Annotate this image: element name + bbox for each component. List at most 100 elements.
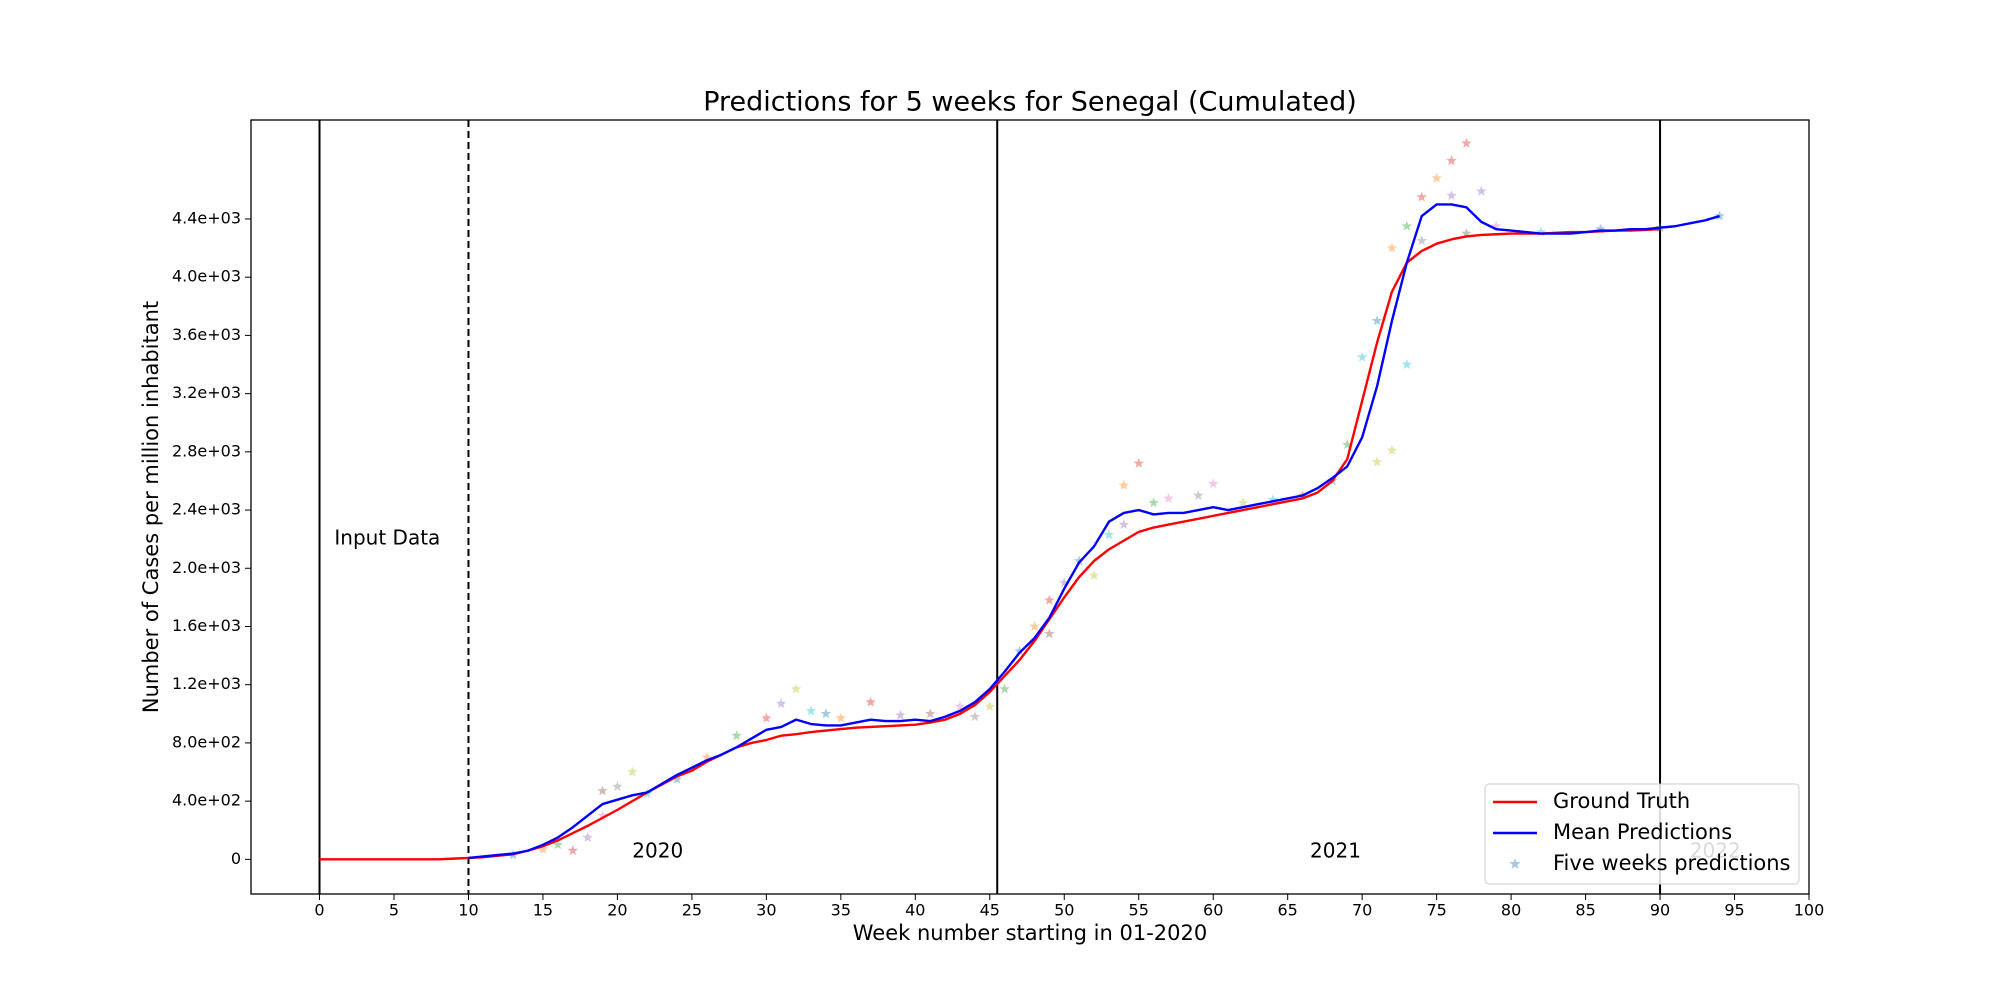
y-tick-label: 4.0e+02 xyxy=(172,791,241,810)
star-marker xyxy=(1148,497,1159,508)
x-tick-label: 25 xyxy=(682,901,702,920)
star-marker xyxy=(1461,228,1472,238)
plot-frame xyxy=(250,119,1810,895)
x-tick-label: 90 xyxy=(1650,901,1670,920)
legend-label: Mean Predictions xyxy=(1553,820,1732,844)
y-tick-label: 3.2e+03 xyxy=(172,383,241,402)
legend-label: Ground Truth xyxy=(1553,789,1690,813)
x-tick-label: 100 xyxy=(1794,901,1825,920)
legend-label: Five weeks predictions xyxy=(1553,851,1791,875)
series-line xyxy=(319,227,1661,861)
star-marker xyxy=(835,712,847,723)
star-marker xyxy=(1595,223,1606,234)
y-tick-label: 3.6e+03 xyxy=(172,325,241,344)
legend-box xyxy=(1484,783,1800,885)
x-tick-label: 95 xyxy=(1724,901,1744,920)
x-tick-label: 45 xyxy=(980,901,1000,920)
star-marker xyxy=(1386,444,1398,455)
star-marker xyxy=(1431,172,1442,183)
y-tick-label: 1.2e+03 xyxy=(172,674,241,693)
series-line xyxy=(468,203,1720,860)
star-marker xyxy=(1476,185,1487,196)
x-axis-label: Week number starting in 01-2020 xyxy=(853,921,1207,945)
x-tick-label: 50 xyxy=(1054,901,1074,920)
star-marker xyxy=(1356,351,1368,362)
annotation: 2021 xyxy=(1310,839,1361,863)
star-marker xyxy=(1416,191,1427,202)
star-marker xyxy=(612,781,623,792)
star-marker xyxy=(1342,439,1353,450)
star-marker xyxy=(597,785,608,796)
x-tick-label: 70 xyxy=(1352,901,1372,920)
star-marker xyxy=(761,712,772,723)
star-marker xyxy=(731,730,742,741)
star-marker xyxy=(1163,492,1174,503)
x-tick-label: 5 xyxy=(389,901,399,920)
star-marker xyxy=(537,843,549,854)
star-marker xyxy=(820,708,832,719)
y-tick-label: 4.0e+03 xyxy=(172,267,241,286)
star-marker xyxy=(1044,594,1055,605)
star-marker xyxy=(1133,457,1144,468)
star-marker xyxy=(1535,226,1547,237)
x-tick-label: 85 xyxy=(1575,901,1595,920)
x-tick-label: 55 xyxy=(1129,901,1149,920)
star-marker xyxy=(1059,577,1070,588)
star-marker xyxy=(701,751,713,762)
legend-marker xyxy=(1509,858,1521,869)
x-tick-label: 75 xyxy=(1426,901,1446,920)
x-tick-label: 10 xyxy=(458,901,478,920)
x-tick-label: 35 xyxy=(831,901,851,920)
star-marker xyxy=(969,711,981,722)
star-marker xyxy=(567,845,578,856)
x-tick-label: 80 xyxy=(1501,901,1521,920)
x-tick-label: 30 xyxy=(756,901,776,920)
star-marker xyxy=(1446,190,1457,201)
star-marker xyxy=(895,709,906,720)
star-marker xyxy=(671,773,683,784)
legend: Ground Truth Mean Predictions Five weeks p… xyxy=(1484,783,1800,885)
star-marker xyxy=(1446,155,1457,166)
star-marker xyxy=(1714,210,1725,221)
star-marker xyxy=(1103,529,1115,540)
star-marker xyxy=(1073,555,1085,566)
star-marker xyxy=(984,701,996,711)
star-marker xyxy=(999,683,1010,694)
y-axis-label: Number of Cases per million inhabitant xyxy=(139,301,163,713)
star-marker xyxy=(1237,497,1249,508)
star-marker xyxy=(1118,519,1130,530)
star-marker xyxy=(805,705,817,716)
star-marker xyxy=(597,810,608,821)
star-marker xyxy=(1029,620,1040,631)
star-marker xyxy=(1044,628,1055,639)
star-marker xyxy=(790,683,802,694)
star-marker xyxy=(582,832,593,842)
star-marker xyxy=(1386,242,1398,253)
star-marker xyxy=(1371,315,1383,326)
chart-title: Predictions for 5 weeks for Senegal (Cum… xyxy=(703,87,1357,118)
annotation: Input Data xyxy=(334,526,440,550)
star-marker xyxy=(776,698,787,709)
star-marker xyxy=(1014,645,1025,656)
star-marker xyxy=(627,766,638,777)
y-tick-label: 4.4e+03 xyxy=(172,208,241,227)
x-tick-label: 15 xyxy=(533,901,553,920)
star-marker xyxy=(954,701,966,711)
star-marker xyxy=(1088,570,1100,580)
y-tick-label: 1.6e+03 xyxy=(172,616,241,635)
star-marker xyxy=(1118,479,1130,490)
y-tick-label: 2.4e+03 xyxy=(172,500,241,519)
annotation: 2020 xyxy=(632,839,683,863)
star-marker xyxy=(1416,235,1427,246)
star-marker xyxy=(1461,137,1472,148)
star-marker xyxy=(924,708,936,719)
x-tick-label: 60 xyxy=(1203,901,1223,920)
x-tick-label: 40 xyxy=(905,901,925,920)
star-marker xyxy=(1401,359,1413,369)
star-marker xyxy=(1490,220,1502,231)
star-marker xyxy=(1267,494,1279,505)
star-marker xyxy=(552,839,564,850)
star-marker xyxy=(1371,456,1383,467)
star-marker xyxy=(1207,478,1219,489)
